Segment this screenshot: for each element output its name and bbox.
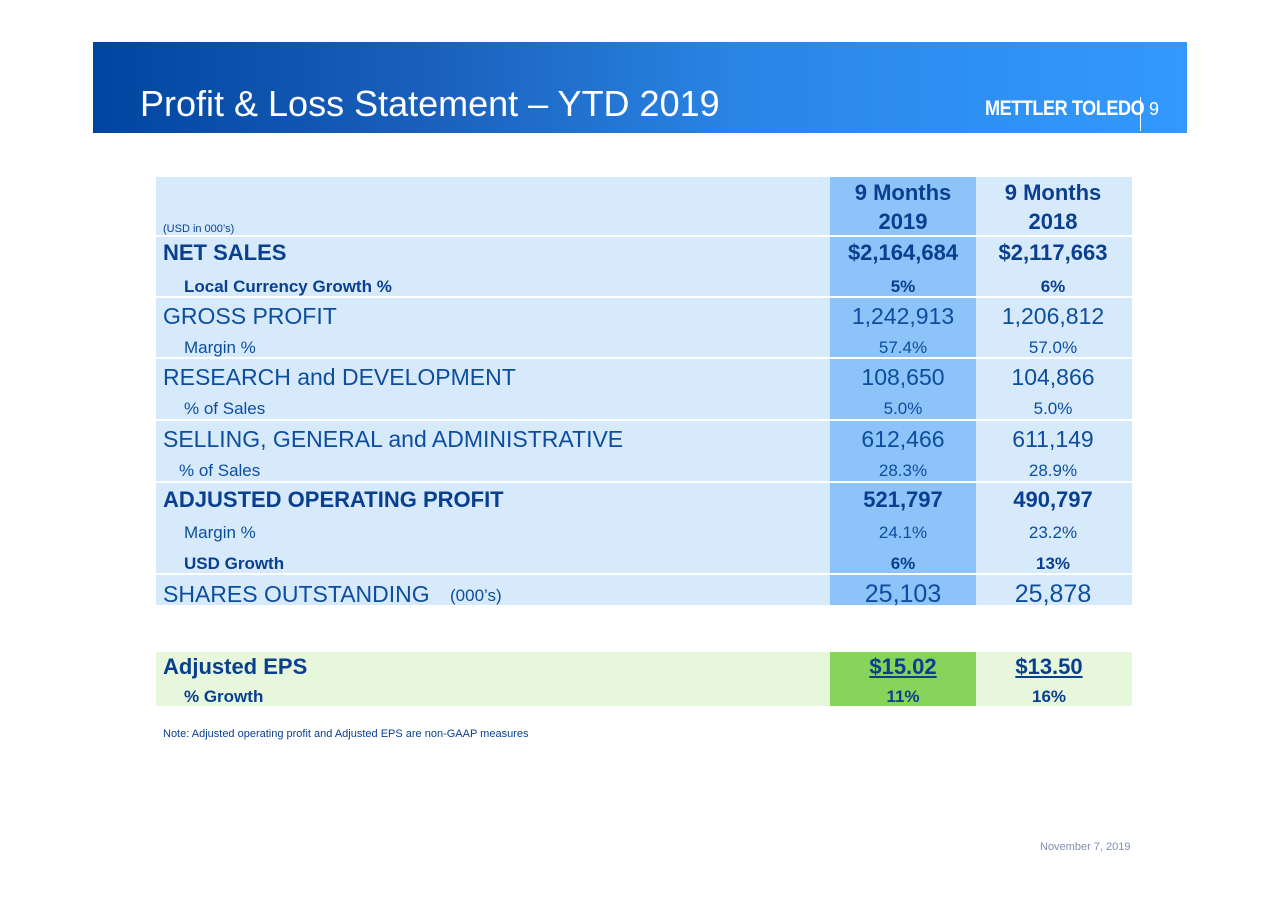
cell-value: $13.50: [1015, 654, 1083, 679]
cell-value: 57.0%: [1028, 338, 1078, 357]
cell-value: 104,866: [1011, 364, 1095, 390]
date: November 7, 2019: [1040, 841, 1131, 853]
column-year: 2019: [878, 209, 928, 234]
highlight-column: [830, 177, 976, 605]
row-separator: [156, 419, 1132, 421]
column-period: 9 Months: [1004, 180, 1102, 205]
row-label: NET SALES: [163, 240, 287, 265]
cell-value: 24.1%: [878, 523, 928, 542]
cell-value: 108,650: [861, 364, 945, 390]
row-label: USD Growth: [184, 554, 285, 573]
row-label: ADJUSTED OPERATING PROFIT: [163, 487, 504, 512]
cell-value: 13%: [1035, 554, 1071, 573]
row-separator: [156, 235, 1132, 237]
row-label: % of Sales: [179, 461, 261, 480]
row-separator: [156, 357, 1132, 359]
row-label: Adjusted EPS: [163, 654, 308, 679]
cell-value: 28.3%: [878, 461, 928, 480]
cell-value: 6%: [890, 554, 916, 573]
row-separator: [156, 573, 1132, 575]
slide-title: Profit & Loss Statement – YTD 2019: [140, 83, 720, 124]
note: Note: Adjusted operating profit and Adju…: [163, 728, 529, 740]
cell-value: 23.2%: [1028, 523, 1078, 542]
row-label: Margin %: [184, 523, 256, 542]
row-label: RESEARCH and DEVELOPMENT: [163, 364, 516, 390]
cell-value: 1,242,913: [851, 303, 955, 329]
row-label: % of Sales: [184, 399, 266, 418]
cell-value: 16%: [1031, 687, 1067, 706]
cell-value: 611,149: [1012, 426, 1094, 452]
cell-value: 5.0%: [1033, 399, 1073, 418]
row-separator: [156, 481, 1132, 483]
row-label: GROSS PROFIT: [163, 303, 337, 329]
eps-highlight: [830, 652, 976, 706]
logo: METTLER TOLEDO: [985, 97, 1145, 120]
page-number: 9: [1149, 99, 1160, 119]
divider: [1140, 97, 1141, 131]
cell-value: 11%: [886, 687, 920, 706]
header-banner: [93, 42, 1187, 133]
cell-value: 28.9%: [1028, 461, 1078, 480]
cell-value: 490,797: [1013, 487, 1093, 512]
column-year: 2018: [1028, 209, 1078, 234]
cell-value: 5%: [890, 277, 916, 296]
cell-value: $2,117,663: [998, 240, 1108, 265]
cell-value: 25,103: [864, 580, 942, 608]
cell-value: $2,164,684: [847, 240, 959, 265]
row-label: Margin %: [184, 338, 256, 357]
cell-value: 612,466: [861, 426, 945, 452]
cell-value: 521,797: [863, 487, 943, 512]
row-label-note: (000’s): [450, 586, 502, 605]
row-label: Local Currency Growth %: [184, 277, 392, 296]
row-label: SHARES OUTSTANDING: [163, 581, 430, 607]
column-period: 9 Months: [854, 180, 952, 205]
cell-value: 57.4%: [878, 338, 928, 357]
cell-value: 6%: [1040, 277, 1066, 296]
cell-value: 25,878: [1014, 580, 1092, 608]
row-label: SELLING, GENERAL and ADMINISTRATIVE: [163, 426, 624, 452]
row-separator: [156, 296, 1132, 298]
cell-value: 1,206,812: [1001, 303, 1105, 329]
row-label: % Growth: [184, 687, 264, 706]
cell-value: 5.0%: [883, 399, 923, 418]
unit-note: (USD in 000’s): [163, 223, 235, 235]
cell-value: $15.02: [869, 654, 937, 679]
